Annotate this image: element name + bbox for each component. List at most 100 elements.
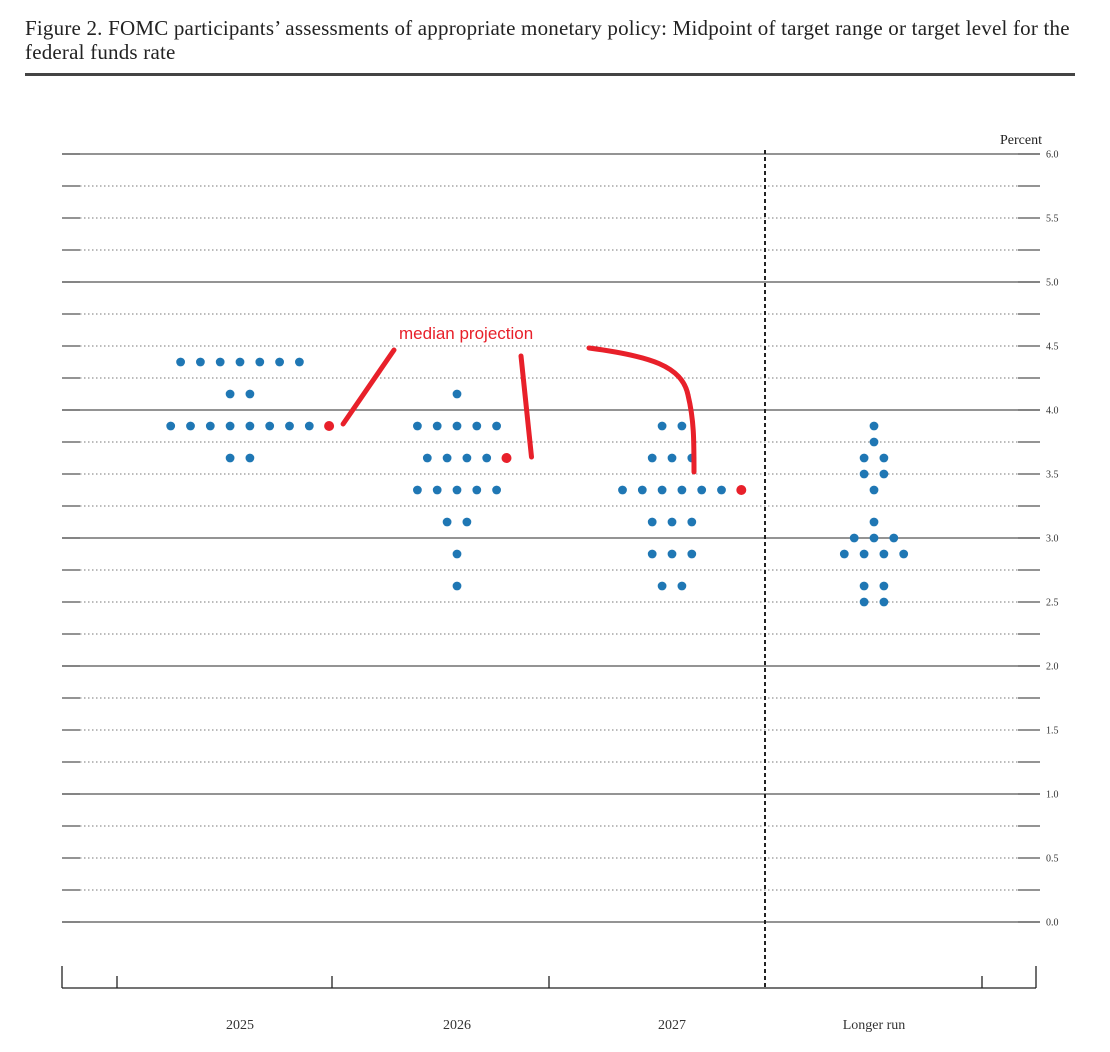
participant-dot xyxy=(472,485,482,495)
x-category-label: 2025 xyxy=(226,1018,254,1033)
participant-dot xyxy=(432,421,442,431)
participant-dot xyxy=(462,453,472,463)
y-tick-label: 3.5 xyxy=(1046,470,1059,481)
participant-dot xyxy=(452,421,462,431)
participant-dot xyxy=(166,421,176,431)
y-tick-label: 1.5 xyxy=(1046,726,1059,737)
participant-dot xyxy=(859,581,869,591)
participant-dot xyxy=(859,453,869,463)
participant-dot xyxy=(859,469,869,479)
participant-dot xyxy=(245,389,255,399)
participant-dot xyxy=(869,485,879,495)
y-tick-label: 4.5 xyxy=(1046,342,1059,353)
participant-dot xyxy=(879,549,889,559)
y-tick-label: 6.0 xyxy=(1046,150,1059,161)
participant-dot xyxy=(667,453,677,463)
participant-dot xyxy=(859,597,869,607)
y-tick-label: 5.5 xyxy=(1046,214,1059,225)
participant-dot xyxy=(657,485,667,495)
annotation-layer: median projection xyxy=(340,324,697,475)
participant-dot xyxy=(225,389,235,399)
participant-dot xyxy=(667,517,677,527)
median-dot xyxy=(324,421,335,431)
participant-dot xyxy=(413,421,422,431)
participant-dot xyxy=(618,485,627,495)
participant-dot xyxy=(255,357,265,367)
participant-dot xyxy=(492,421,501,431)
participant-dot xyxy=(452,485,462,495)
annotation-stroke xyxy=(340,347,397,427)
grid-layer xyxy=(62,153,1040,923)
participant-dot xyxy=(869,517,879,527)
median-dot xyxy=(501,453,512,463)
axis-layer: 0.0 0.5 1.0 1.5 2.0 2.5 3.0 3.5 4.0 4.5 5.0 5.5 6.0 2… xyxy=(61,150,1059,1033)
participant-dot xyxy=(265,421,275,431)
dot-layer xyxy=(166,357,909,607)
participant-dot xyxy=(677,485,687,495)
participant-dot xyxy=(462,517,472,527)
y-tick-label: 2.0 xyxy=(1046,662,1059,673)
y-tick-label: 0.5 xyxy=(1046,854,1059,865)
participant-dot xyxy=(879,581,889,591)
y-tick-label: 2.5 xyxy=(1046,598,1059,609)
participant-dot xyxy=(687,517,697,527)
participant-dot xyxy=(879,469,889,479)
participant-dot xyxy=(869,421,879,431)
participant-dot xyxy=(492,485,501,495)
y-tick-label: 3.0 xyxy=(1046,534,1059,545)
participant-dot xyxy=(647,549,657,559)
participant-dot xyxy=(413,485,422,495)
y-tick-label: 5.0 xyxy=(1046,278,1059,289)
participant-dot xyxy=(225,421,235,431)
median-projection-annotation: median projection xyxy=(399,324,533,343)
x-category-label: Longer run xyxy=(843,1018,906,1033)
participant-dot xyxy=(482,453,492,463)
participant-dot xyxy=(839,549,849,559)
participant-dot xyxy=(432,485,442,495)
y-tick-label: 4.0 xyxy=(1046,406,1059,417)
participant-dot xyxy=(899,549,909,559)
participant-dot xyxy=(285,421,294,431)
participant-dot xyxy=(295,357,304,367)
participant-dot xyxy=(657,581,667,591)
participant-dot xyxy=(677,581,687,591)
participant-dot xyxy=(196,357,205,367)
participant-dot xyxy=(647,453,657,463)
participant-dot xyxy=(879,597,889,607)
y-tick-label: 0.0 xyxy=(1046,918,1059,929)
figure-title: Figure 2. FOMC participants’ assessments… xyxy=(25,16,1070,64)
participant-dot xyxy=(186,421,195,431)
y-axis-label: Percent xyxy=(1000,133,1042,148)
participant-dot xyxy=(245,453,255,463)
participant-dot xyxy=(859,549,869,559)
participant-dot xyxy=(657,421,667,431)
median-dot xyxy=(736,485,747,495)
participant-dot xyxy=(176,357,186,367)
participant-dot xyxy=(879,453,889,463)
participant-dot xyxy=(225,453,235,463)
participant-dot xyxy=(205,421,215,431)
participant-dot xyxy=(452,389,462,399)
participant-dot xyxy=(647,517,657,527)
participant-dot xyxy=(275,357,284,367)
participant-dot xyxy=(889,533,899,543)
participant-dot xyxy=(452,549,462,559)
annotation-stroke xyxy=(586,345,697,475)
participant-dot xyxy=(422,453,432,463)
participant-dot xyxy=(304,421,314,431)
participant-dot xyxy=(637,485,647,495)
x-category-label: 2027 xyxy=(658,1018,686,1033)
participant-dot xyxy=(452,581,462,591)
participant-dot xyxy=(687,549,697,559)
participant-dot xyxy=(697,485,707,495)
participant-dot xyxy=(869,437,879,447)
participant-dot xyxy=(215,357,225,367)
participant-dot xyxy=(245,421,255,431)
title-rule xyxy=(25,73,1075,76)
participant-dot xyxy=(667,549,677,559)
annotation-stroke xyxy=(518,353,534,460)
participant-dot xyxy=(849,533,859,543)
participant-dot xyxy=(717,485,726,495)
participant-dot xyxy=(677,421,687,431)
